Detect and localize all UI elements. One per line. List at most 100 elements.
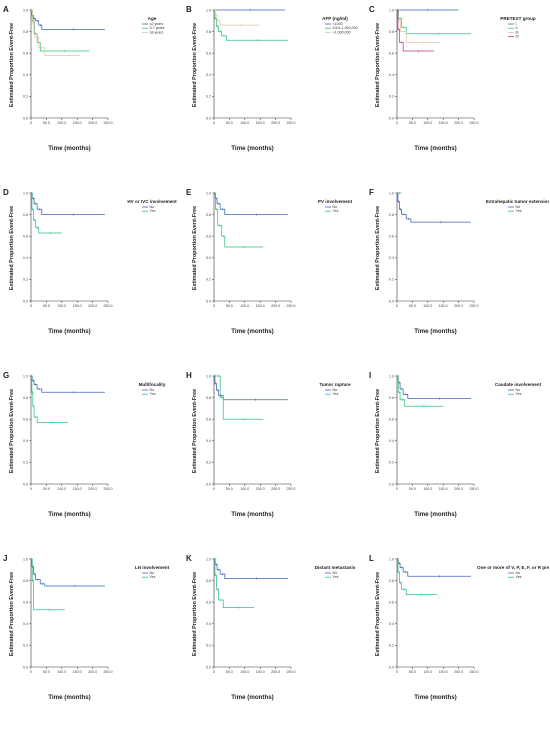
panel-letter: F [369, 188, 374, 197]
y-tick-label: 0.2 [389, 278, 394, 282]
km-figure: A 0.0 0.2 0.4 0.6 0.8 1.0 0 50.0 100.0 150.0 200.0 2… [0, 0, 549, 701]
x-tick-label: 200.0 [454, 670, 463, 674]
km-curve [31, 9, 90, 52]
x-tick-label: 100.0 [57, 487, 66, 491]
y-tick-label: 0.6 [23, 52, 28, 56]
x-axis-label: Time (months) [414, 145, 457, 152]
x-tick-label: 50.0 [409, 670, 416, 674]
x-tick-label: 0 [30, 487, 32, 491]
panel-letter: B [186, 5, 192, 14]
x-tick-label: 250.0 [104, 121, 113, 125]
y-axis-label: Estimated Proportion Event-Free [192, 23, 198, 107]
km-curve [31, 9, 105, 30]
km-chart: C 0.0 0.2 0.4 0.6 0.8 1.0 0 50.0 100.0 150.0 200.0 2… [369, 5, 536, 152]
km-curve [31, 375, 105, 393]
legend-label: I [516, 22, 517, 26]
y-axis-label: Estimated Proportion Event-Free [192, 389, 198, 473]
km-curve [214, 9, 261, 26]
km-curve [397, 558, 471, 577]
x-tick-label: 0 [213, 304, 215, 308]
y-tick-label: 0.2 [206, 644, 211, 648]
legend-title: Tumor rupture [319, 382, 351, 387]
y-tick-label: 0.4 [23, 73, 28, 77]
x-tick-label: 250.0 [470, 304, 479, 308]
y-axis-label: Estimated Proportion Event-Free [375, 389, 381, 473]
panel-a: A 0.0 0.2 0.4 0.6 0.8 1.0 0 50.0 100.0 150.0 200.0 2… [0, 0, 183, 183]
x-tick-label: 100.0 [57, 304, 66, 308]
legend-title: Distant metastasis [315, 565, 356, 570]
legend-title: Caudate involvement [495, 382, 542, 387]
x-tick-label: 250.0 [104, 487, 113, 491]
y-tick-label: 0.6 [206, 418, 211, 422]
y-axis-label: Estimated Proportion Event-Free [192, 206, 198, 290]
y-tick-label: 0.0 [206, 299, 211, 303]
panel-h: H 0.0 0.2 0.4 0.6 0.8 1.0 0 50.0 100.0 150.0 200.0 2… [183, 366, 366, 549]
x-axis-label: Time (months) [48, 511, 91, 518]
x-tick-label: 150.0 [439, 304, 448, 308]
x-tick-label: 200.0 [88, 121, 97, 125]
y-tick-label: 0.8 [23, 30, 28, 34]
legend-label: No [516, 388, 521, 392]
x-tick-label: 0 [213, 670, 215, 674]
x-tick-label: 250.0 [104, 304, 113, 308]
panel-j: J 0.0 0.2 0.4 0.6 0.8 1.0 0 50.0 100.0 150.0 200.0 2… [0, 549, 183, 732]
panel-letter: J [3, 554, 7, 563]
km-chart: B 0.0 0.2 0.4 0.6 0.8 1.0 0 50.0 100.0 150.0 200.0 2… [186, 5, 358, 152]
km-curve [214, 192, 264, 248]
x-tick-label: 200.0 [88, 304, 97, 308]
legend-label: III [516, 30, 519, 34]
y-axis-label: Estimated Proportion Event-Free [375, 23, 381, 107]
x-tick-label: 150.0 [439, 487, 448, 491]
y-tick-label: 0.6 [389, 52, 394, 56]
panel-f: F 0.0 0.2 0.4 0.6 0.8 1.0 0 50.0 100.0 150.0 200.0 2… [366, 183, 549, 366]
y-tick-label: 0.4 [389, 73, 394, 77]
panel-c: C 0.0 0.2 0.4 0.6 0.8 1.0 0 50.0 100.0 150.0 200.0 2… [366, 0, 549, 183]
y-tick-label: 0.2 [389, 644, 394, 648]
y-tick-label: 0.4 [389, 439, 394, 443]
panel-e: E 0.0 0.2 0.4 0.6 0.8 1.0 0 50.0 100.0 150.0 200.0 2… [183, 183, 366, 366]
y-tick-label: 0.0 [389, 665, 394, 669]
y-tick-label: 1.0 [206, 8, 211, 12]
x-tick-label: 250.0 [287, 121, 296, 125]
km-curve [31, 558, 105, 587]
x-axis-label: Time (months) [414, 328, 457, 335]
x-tick-label: 150.0 [73, 670, 82, 674]
km-curve [31, 558, 65, 611]
y-tick-label: 0.0 [23, 482, 28, 486]
km-curve [214, 558, 288, 579]
y-tick-label: 0.4 [23, 439, 28, 443]
y-tick-label: 1.0 [23, 557, 28, 561]
km-curve [397, 375, 471, 400]
x-tick-label: 50.0 [409, 487, 416, 491]
x-tick-label: 200.0 [271, 487, 280, 491]
x-axis-label: Time (months) [231, 145, 274, 152]
x-tick-label: 150.0 [256, 670, 265, 674]
x-tick-label: 150.0 [73, 487, 82, 491]
x-tick-label: 50.0 [43, 121, 50, 125]
x-tick-label: 100.0 [423, 487, 432, 491]
legend-title: PRETEXT group [500, 16, 536, 21]
y-tick-label: 0.2 [206, 95, 211, 99]
y-axis-label: Estimated Proportion Event-Free [9, 389, 15, 473]
x-tick-label: 100.0 [423, 670, 432, 674]
legend-label: Yes [150, 209, 156, 213]
legend-label: Yes [150, 575, 156, 579]
x-tick-label: 200.0 [271, 304, 280, 308]
legend-label: Yes [333, 575, 339, 579]
x-tick-label: 200.0 [454, 304, 463, 308]
x-tick-label: 50.0 [43, 304, 50, 308]
panel-letter: G [3, 371, 9, 380]
km-curve [397, 375, 444, 407]
km-curve [214, 558, 255, 608]
km-curve [214, 9, 288, 41]
legend-title: HV or IVC involvement [127, 199, 177, 204]
y-tick-label: 0.0 [206, 482, 211, 486]
panel-letter: D [3, 188, 9, 197]
x-tick-label: 150.0 [256, 487, 265, 491]
km-curve [214, 375, 288, 401]
legend-label: Yes [150, 392, 156, 396]
y-tick-label: 0.0 [23, 116, 28, 120]
km-chart: H 0.0 0.2 0.4 0.6 0.8 1.0 0 50.0 100.0 150.0 200.0 2… [186, 371, 351, 518]
y-tick-label: 1.0 [389, 557, 394, 561]
x-axis-label: Time (months) [231, 328, 274, 335]
